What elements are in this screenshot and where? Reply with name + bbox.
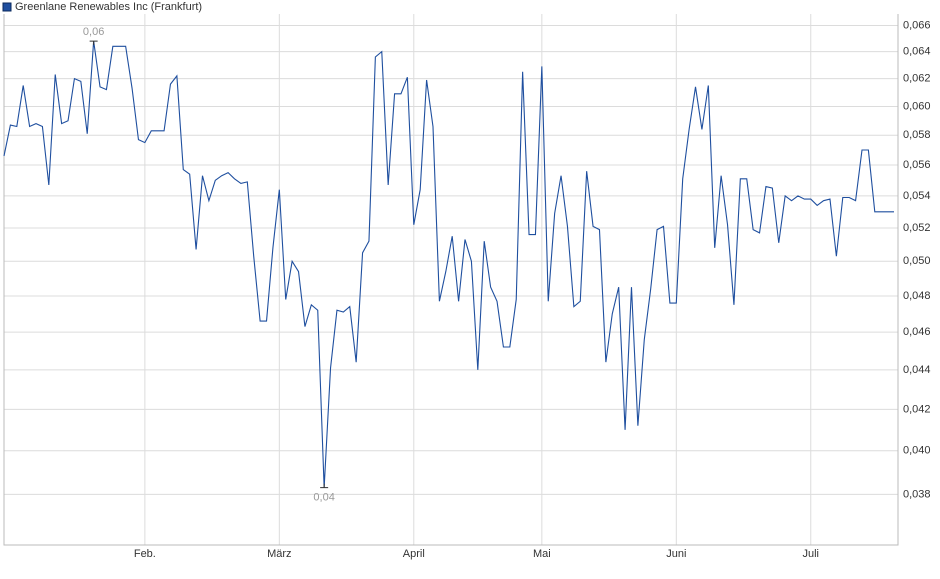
y-tick-label: 0,060 (903, 100, 931, 112)
legend-swatch (2, 2, 12, 12)
x-tick-label: April (403, 548, 425, 560)
y-tick-label: 0,038 (903, 488, 931, 500)
plot-frame (3, 14, 899, 546)
x-tick-label: März (267, 548, 291, 560)
min-label: 0,04 (313, 492, 334, 504)
max-marker (89, 40, 98, 46)
y-tick-label: 0,058 (903, 129, 931, 141)
y-tick-label: 0,040 (903, 445, 931, 457)
legend-label: Greenlane Renewables Inc (Frankfurt) (15, 1, 202, 13)
y-tick-label: 0,062 (903, 73, 931, 85)
price-line (3, 41, 894, 488)
y-tick-label: 0,066 (903, 19, 931, 31)
y-tick-label: 0,054 (903, 190, 931, 202)
y-tick-label: 0,050 (903, 255, 931, 267)
y-tick-label: 0,046 (903, 326, 931, 338)
y-tick-label: 0,064 (903, 46, 931, 58)
y-tick-label: 0,048 (903, 290, 931, 302)
y-tick-label: 0,044 (903, 364, 931, 376)
x-tick-label: Juni (666, 548, 686, 560)
x-tick-label: Mai (533, 548, 551, 560)
y-tick-label: 0,056 (903, 159, 931, 171)
min-marker (320, 483, 329, 489)
x-tick-label: Feb. (134, 548, 156, 560)
x-tick-label: Juli (803, 548, 820, 560)
max-label: 0,06 (83, 26, 104, 38)
y-tick-label: 0,042 (903, 403, 931, 415)
y-tick-label: 0,052 (903, 222, 931, 234)
